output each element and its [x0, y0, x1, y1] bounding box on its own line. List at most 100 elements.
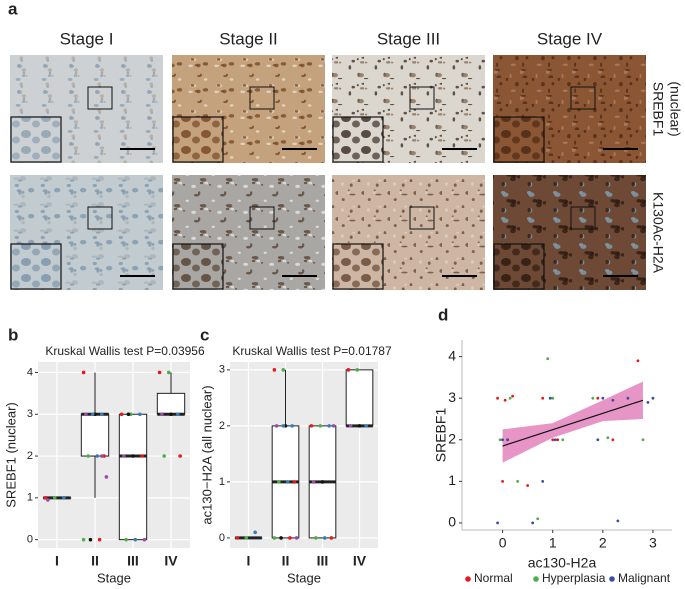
column-title: Stage II — [219, 29, 278, 48]
data-point — [100, 412, 104, 417]
y-tick-label: 3 — [219, 364, 225, 376]
data-point — [138, 412, 142, 417]
data-point — [62, 496, 66, 500]
data-point — [646, 400, 650, 404]
x-tick-label: III — [127, 553, 139, 569]
plot-panel — [38, 362, 190, 548]
data-point — [322, 536, 327, 540]
inset — [493, 243, 545, 290]
inset — [10, 243, 62, 290]
data-point — [616, 519, 620, 523]
inset — [493, 116, 545, 163]
data-point — [501, 479, 504, 483]
data-point — [279, 536, 283, 540]
data-point — [611, 438, 615, 442]
data-point — [97, 537, 102, 542]
data-point — [288, 536, 292, 540]
data-point — [272, 368, 277, 372]
x-tick-label: I — [55, 553, 59, 569]
legend-marker — [465, 576, 471, 582]
data-point — [119, 412, 124, 417]
roi-box — [87, 86, 113, 110]
data-point — [100, 454, 104, 458]
data-point — [498, 438, 502, 442]
column-title: Stage I — [60, 29, 114, 48]
data-point — [331, 424, 336, 428]
data-point — [536, 517, 540, 521]
data-point — [606, 436, 610, 440]
row-label: (nuclear) — [667, 81, 683, 136]
data-point — [178, 454, 182, 458]
y-tick-label: 3 — [448, 389, 456, 405]
x-tick-label: I — [247, 553, 251, 569]
roi-box — [249, 86, 275, 110]
data-point — [357, 424, 362, 428]
chart-title: Kruskal Wallis test P=0.01787 — [232, 344, 392, 358]
row-label: K130Ac-H2A — [650, 192, 666, 274]
data-point — [309, 424, 314, 428]
data-point — [591, 396, 595, 400]
x-tick-label: II — [91, 553, 99, 569]
y-axis-title: SREBF1 — [433, 408, 449, 463]
data-point — [281, 368, 286, 372]
data-point — [636, 359, 640, 363]
roi-box — [87, 206, 113, 230]
legend-label: Malignant — [618, 571, 671, 585]
roi-box — [570, 206, 596, 230]
data-point — [501, 438, 504, 442]
data-point — [86, 454, 90, 458]
data-point — [641, 438, 645, 442]
data-point — [531, 521, 535, 525]
data-point — [311, 480, 316, 484]
legend-label: Normal — [474, 571, 513, 585]
y-tick-label: 1 — [219, 476, 225, 488]
data-point — [596, 396, 600, 400]
data-point — [84, 412, 88, 417]
legend-label: Hyperplasia — [542, 571, 606, 585]
y-tick-label: 3 — [27, 408, 33, 420]
x-axis-title: ac130-H2a — [528, 555, 597, 571]
data-point — [496, 396, 499, 400]
panel-label: d — [438, 305, 448, 324]
data-point — [561, 438, 565, 442]
data-point — [327, 424, 331, 428]
data-point — [235, 536, 240, 540]
data-point — [496, 521, 499, 525]
data-point — [122, 454, 126, 458]
y-tick-label: 4 — [448, 347, 456, 363]
y-tick-label: 2 — [448, 430, 456, 446]
data-point — [253, 530, 257, 535]
data-point — [511, 394, 515, 398]
chart-title: Kruskal Wallis test P=0.03956 — [45, 344, 205, 358]
data-point — [551, 396, 555, 400]
data-point — [81, 370, 86, 375]
data-point — [90, 412, 95, 417]
x-tick-label: 3 — [649, 535, 657, 551]
data-point — [346, 368, 351, 372]
data-point — [281, 424, 286, 428]
data-point — [292, 480, 297, 484]
data-point — [348, 424, 353, 428]
regression-line — [502, 399, 644, 447]
data-point — [157, 370, 162, 375]
data-point — [124, 537, 128, 542]
inset — [332, 243, 384, 290]
box — [118, 413, 148, 541]
data-point — [553, 438, 557, 442]
inset — [172, 243, 224, 290]
data-point — [160, 412, 164, 417]
box — [80, 413, 110, 457]
y-tick-label: 4 — [27, 366, 33, 378]
data-point — [320, 480, 325, 484]
data-point — [294, 536, 299, 540]
data-point — [126, 412, 131, 417]
data-point — [506, 438, 510, 442]
data-point — [329, 536, 334, 540]
data-point — [133, 537, 138, 542]
column-title: Stage IV — [537, 29, 603, 48]
data-point — [140, 454, 144, 458]
data-point — [274, 424, 279, 428]
data-point — [611, 398, 615, 402]
x-tick-label: 0 — [499, 535, 507, 551]
x-tick-label: II — [282, 553, 290, 569]
